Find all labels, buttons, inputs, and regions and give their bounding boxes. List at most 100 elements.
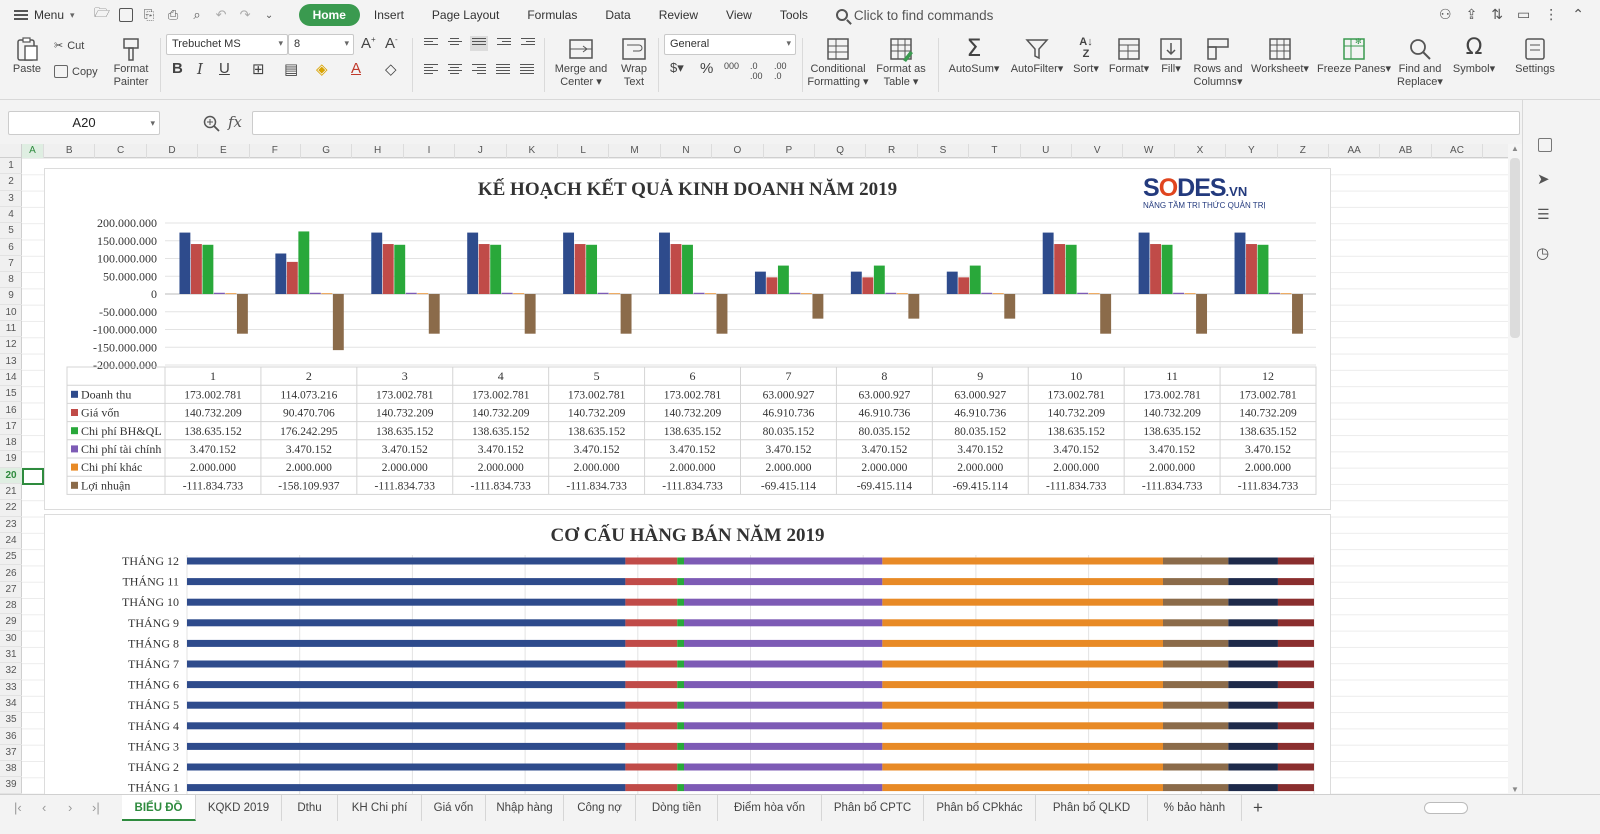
select-all-corner[interactable] [0,144,22,158]
stack-segment-7-6[interactable] [1228,701,1278,709]
font-name-select[interactable]: Trebuchet MS [166,34,288,55]
bar-tai_chinh-3[interactable] [405,292,417,294]
bar-khac-10[interactable] [1088,293,1100,295]
font-size-select[interactable]: 8 [288,34,354,55]
sheet-tab-0[interactable]: BIỂU ĐỒ [122,795,196,821]
bar-bh_ql-11[interactable] [1161,244,1173,294]
tab-review[interactable]: Review [658,8,699,22]
bar-gia_von-8[interactable] [862,277,874,294]
business-plan-chart[interactable]: KẾ HOẠCH KẾT QUẢ KINH DOANH NĂM 2019 SOD… [44,168,1331,510]
stack-segment-9-7[interactable] [1277,742,1314,750]
column-header-c[interactable]: C [95,144,147,158]
fill-button[interactable]: Fill▾ [1154,36,1188,76]
column-header-w[interactable]: W [1123,144,1175,158]
stack-segment-6-7[interactable] [1277,681,1314,689]
bar-tai_chinh-8[interactable] [885,292,897,294]
stack-segment-1-6[interactable] [1228,578,1278,586]
sheet-tab-8[interactable]: Điểm hòa vốn [718,795,822,821]
bar-bh_ql-2[interactable] [298,231,310,294]
stack-segment-7-5[interactable] [1162,701,1229,709]
column-header-u[interactable]: U [1021,144,1072,158]
stack-segment-9-5[interactable] [1162,742,1229,750]
decrease-font-icon[interactable]: A- [385,35,398,52]
comment-icon[interactable]: ▭ [1517,6,1531,22]
stack-segment-0-6[interactable] [1228,557,1278,565]
freeze-panes-button[interactable]: ✻ Freeze Panes▾ [1316,36,1392,76]
row-header-27[interactable]: 27 [0,582,22,599]
stack-segment-6-5[interactable] [1162,681,1229,689]
row-header-1[interactable]: 1 [0,158,22,175]
share-icon[interactable]: ⇪ [1465,6,1478,22]
row-header-2[interactable]: 2 [0,174,22,191]
row-header-32[interactable]: 32 [0,663,22,680]
row-header-16[interactable]: 16 [0,403,22,419]
row-header-23[interactable]: 23 [0,517,22,533]
bar-loi_nhuan-10[interactable] [1100,294,1112,334]
bar-khac-1[interactable] [225,293,237,295]
bar-loi_nhuan-11[interactable] [1196,294,1208,334]
stack-segment-1-0[interactable] [187,578,626,586]
tab-data[interactable]: Data [605,8,631,22]
stack-segment-4-7[interactable] [1277,639,1314,647]
bar-bh_ql-5[interactable] [586,244,598,294]
autosum-button[interactable]: Σ AutoSum▾ [946,36,1002,76]
row-header-34[interactable]: 34 [0,696,22,713]
open-folder-icon[interactable]: 🗁 [94,5,111,20]
merge-center-button[interactable]: Merge and Center ▾ [550,36,612,89]
stack-segment-2-5[interactable] [1162,598,1229,606]
stack-segment-3-2[interactable] [677,619,685,627]
bar-bh_ql-8[interactable] [873,265,885,294]
row-header-5[interactable]: 5 [0,223,22,240]
stack-segment-11-4[interactable] [882,784,1163,792]
stack-segment-11-1[interactable] [625,784,678,792]
bar-loi_nhuan-5[interactable] [620,294,632,334]
column-header-m[interactable]: M [609,144,661,158]
row-header-38[interactable]: 38 [0,761,22,778]
stack-segment-8-6[interactable] [1228,722,1278,730]
customize-icon[interactable]: ⌄ [264,9,274,21]
sheet-tab-7[interactable]: Dòng tiền [636,795,718,821]
stack-segment-8-5[interactable] [1162,722,1229,730]
bar-bh_ql-9[interactable] [969,265,981,294]
underline-icon[interactable]: U [219,60,230,77]
add-sheet-button[interactable]: + [1253,798,1263,817]
bar-doanh_thu-1[interactable] [179,232,191,294]
column-header-b[interactable]: B [44,144,96,158]
stack-segment-11-2[interactable] [677,784,685,792]
row-header-36[interactable]: 36 [0,729,22,745]
stack-segment-0-3[interactable] [684,557,883,565]
row-header-3[interactable]: 3 [0,191,22,207]
tab-page-layout[interactable]: Page Layout [431,8,500,22]
bar-gia_von-2[interactable] [286,261,298,294]
stack-segment-9-0[interactable] [187,742,626,750]
stack-segment-9-6[interactable] [1228,742,1278,750]
bar-bh_ql-7[interactable] [777,265,789,294]
bar-tai_chinh-10[interactable] [1077,292,1089,294]
stack-segment-9-3[interactable] [684,742,883,750]
stack-segment-4-0[interactable] [187,639,626,647]
properties-icon[interactable] [1538,138,1552,152]
format-painter-button[interactable]: Format Painter [108,36,154,89]
borders-icon[interactable]: ⊞ [252,61,265,78]
row-header-13[interactable]: 13 [0,354,22,370]
sheet-tab-12[interactable]: % bảo hành [1148,795,1242,821]
undo-icon[interactable]: ↶ [215,7,227,22]
indent-increase-icon[interactable] [521,38,535,50]
align-center-icon[interactable] [448,64,462,76]
bar-khac-9[interactable] [992,293,1004,295]
column-header-j[interactable]: J [455,144,507,158]
stack-segment-1-2[interactable] [677,578,685,586]
bar-doanh_thu-4[interactable] [467,232,479,294]
stack-segment-1-4[interactable] [882,578,1163,586]
bar-loi_nhuan-3[interactable] [428,294,440,334]
align-right-icon[interactable] [472,64,486,76]
bar-tai_chinh-7[interactable] [789,292,801,294]
stack-segment-4-3[interactable] [684,639,883,647]
bar-loi_nhuan-6[interactable] [716,294,728,334]
bar-loi_nhuan-9[interactable] [1004,294,1016,319]
sheet-tab-4[interactable]: Giá vốn [422,795,486,821]
symbol-button[interactable]: Ω Symbol▾ [1450,36,1498,76]
row-header-15[interactable]: 15 [0,386,22,403]
row-header-26[interactable]: 26 [0,566,22,582]
stack-segment-11-0[interactable] [187,784,626,792]
